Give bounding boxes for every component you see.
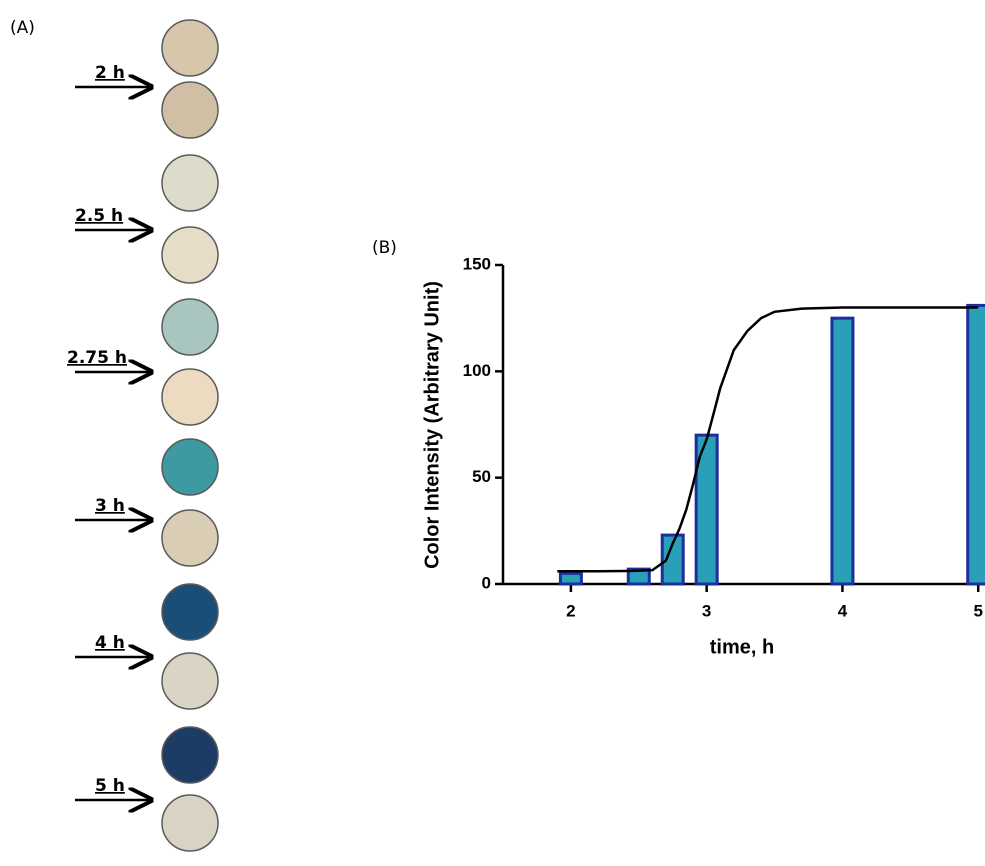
arrow-label: 3 h [95,496,125,516]
y-tick-label: 0 [482,573,491,592]
well [161,652,219,710]
well [161,298,219,356]
y-tick-label: 100 [463,361,491,380]
fit-curve [557,306,979,573]
bar [558,571,583,586]
arrow-label: 2.5 h [75,206,123,226]
panel-label: (B) [372,238,397,258]
bar [660,533,685,586]
y-tick-label: 150 [463,254,491,273]
y-axis-title: Color Intensity (Arbitrary Unit) [421,281,443,569]
x-axis-title: time, h [710,636,774,658]
well [161,794,219,852]
arrow-label: 2.75 h [67,348,127,368]
x-tick-label: 2 [566,601,575,620]
wells [161,19,219,852]
well [161,19,219,77]
x-tick-label: 3 [702,601,711,620]
well [161,368,219,426]
arrow-label: 4 h [95,633,125,653]
bar [830,316,855,586]
well [161,226,219,284]
well [161,81,219,139]
well [161,438,219,496]
y-tick-label: 50 [472,467,491,486]
well [161,509,219,567]
well [161,583,219,641]
bar [626,567,651,586]
panel-label: (A) [10,18,35,38]
well [161,154,219,212]
well [161,726,219,784]
arrow-label: 5 h [95,776,125,796]
bar [966,303,985,586]
arrow-label: 2 h [95,63,125,83]
x-tick-label: 4 [838,601,848,620]
x-tick-label: 5 [973,601,982,620]
